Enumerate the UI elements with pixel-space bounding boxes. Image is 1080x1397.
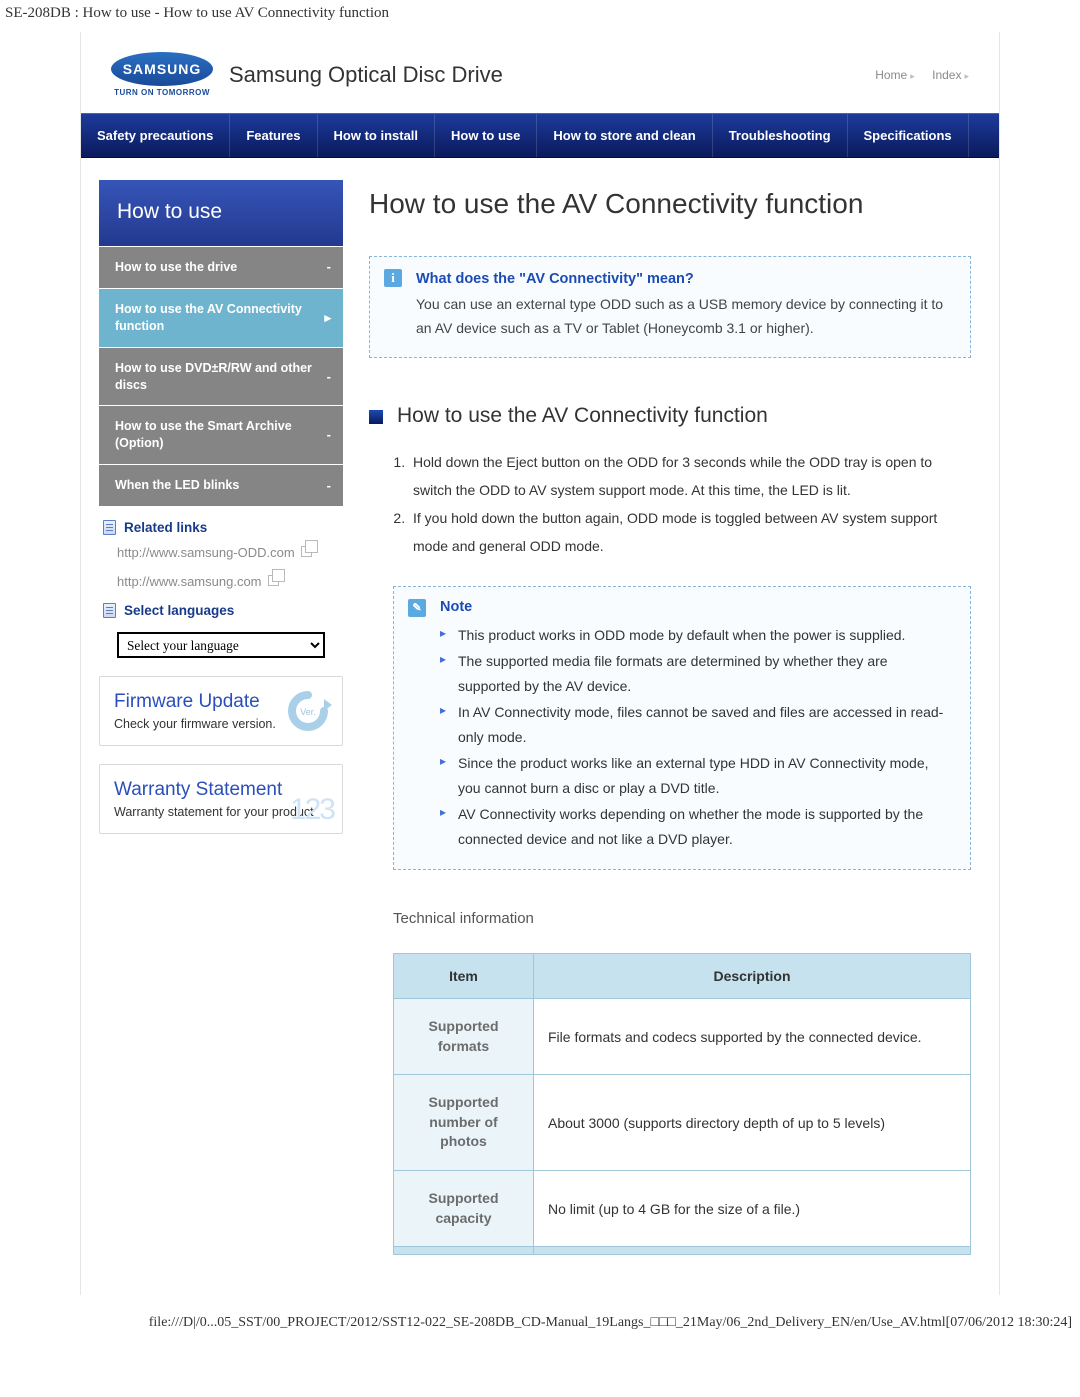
tech-info-heading: Technical information [393,910,971,927]
chevron-right-icon: ▸ [910,71,915,81]
home-link-label: Home [875,68,907,82]
collapse-icon: - [327,368,331,386]
related-link-text: http://www.samsung.com [117,574,262,589]
section-title: How to use the AV Connectivity function [397,404,768,428]
main-nav: Safety precautions Features How to insta… [81,113,999,158]
sidebar-item-label: How to use the Smart Archive (Option) [115,419,292,450]
sidebar-item-dvd[interactable]: How to use DVD±R/RW and other discs- [99,347,343,406]
info-icon: i [384,269,402,287]
info-callout: i What does the "AV Connectivity" mean? … [369,256,971,358]
note-item: In AV Connectivity mode, files cannot be… [440,700,952,749]
main-content: How to use the AV Connectivity function … [369,180,971,1255]
page-title: How to use the AV Connectivity function [369,188,971,220]
table-row: Supported capacity No limit (up to 4 GB … [394,1171,971,1247]
callout-title: What does the "AV Connectivity" mean? [416,271,952,287]
nav-specs[interactable]: Specifications [848,114,969,157]
sidebar-item-smart-archive[interactable]: How to use the Smart Archive (Option) - [99,405,343,464]
table-row: Supported formats File formats and codec… [394,999,971,1075]
sidebar-item-label: How to use the drive [115,260,237,274]
home-link[interactable]: Home▸ [875,68,915,82]
table-cell-item: Supported number of photos [394,1075,534,1171]
note-item: The supported media file formats are det… [440,649,952,698]
callout-body: You can use an external type ODD such as… [416,293,952,341]
flag-icon [369,410,383,424]
tech-info-table: Item Description Supported formats File … [393,953,971,1255]
header: SAMSUNG TURN ON TOMORROW Samsung Optical… [81,32,999,113]
product-title: Samsung Optical Disc Drive [229,62,503,88]
table-cell-desc: About 3000 (supports directory depth of … [534,1075,971,1171]
select-languages-label: Select languages [124,603,234,618]
step-item: If you hold down the button again, ODD m… [409,504,971,560]
sidebar-item-drive[interactable]: How to use the drive - [99,246,343,288]
note-item: Since the product works like an external… [440,751,952,800]
sidebar-item-av[interactable]: How to use the AV Connectivity function ▸ [99,288,343,347]
logo-brand: SAMSUNG [123,61,202,77]
svg-text:Ver.: Ver. [300,707,316,717]
nav-features[interactable]: Features [230,114,317,157]
page-path-top: SE-208DB : How to use - How to use AV Co… [0,0,1080,32]
collapse-icon: - [327,477,331,495]
chevron-right-icon: ▸ [324,309,331,327]
collapse-icon: - [327,259,331,277]
nav-install[interactable]: How to install [318,114,436,157]
samsung-logo: SAMSUNG TURN ON TOMORROW [111,52,213,97]
page-container: SAMSUNG TURN ON TOMORROW Samsung Optical… [80,32,1000,1295]
table-cell-item: Supported capacity [394,1171,534,1247]
table-header-item: Item [394,954,534,999]
nav-troubleshoot[interactable]: Troubleshooting [713,114,848,157]
step-item: Hold down the Eject button on the ODD fo… [409,448,971,504]
nav-store[interactable]: How to store and clean [537,114,712,157]
table-cell-item: Supported formats [394,999,534,1075]
select-languages-heading: Select languages [103,603,343,618]
firmware-update-box[interactable]: Firmware Update Check your firmware vers… [99,676,343,746]
index-link[interactable]: Index▸ [932,68,969,82]
document-icon [103,520,116,535]
sidebar-item-label: When the LED blinks [115,478,239,492]
warranty-statement-box[interactable]: Warranty Statement Warranty statement fo… [99,764,343,834]
document-icon [103,603,116,618]
language-select[interactable]: Select your language [117,632,325,658]
nav-use[interactable]: How to use [435,114,537,157]
table-header-desc: Description [534,954,971,999]
related-links-heading: Related links [103,520,343,535]
table-cell-desc: No limit (up to 4 GB for the size of a f… [534,1171,971,1247]
note-item: AV Connectivity works depending on wheth… [440,802,952,851]
collapse-icon: - [327,426,331,444]
nav-safety[interactable]: Safety precautions [81,114,230,157]
related-link-1[interactable]: http://www.samsung-ODD.com [117,545,343,560]
table-row: Supported number of photos About 3000 (s… [394,1075,971,1171]
related-link-text: http://www.samsung-ODD.com [117,545,295,560]
chevron-right-icon: ▸ [964,71,969,81]
section-header: How to use the AV Connectivity function [369,404,971,428]
footer-file-path: file:///D|/0...05_SST/00_PROJECT/2012/SS… [0,1295,1080,1337]
note-callout: ✎ Note This product works in ODD mode by… [393,586,971,871]
related-links-label: Related links [124,520,207,535]
logo-tagline: TURN ON TOMORROW [111,88,213,97]
note-icon: ✎ [408,599,426,617]
numbers-icon: 123 [290,793,334,827]
sidebar-item-label: How to use DVD±R/RW and other discs [115,361,312,392]
top-links: Home▸ Index▸ [861,68,969,82]
refresh-icon: Ver. [284,687,332,735]
steps-list: Hold down the Eject button on the ODD fo… [409,448,971,560]
sidebar-menu: How to use the drive - How to use the AV … [99,246,343,506]
external-link-icon [268,575,279,586]
external-link-icon [301,546,312,557]
table-row-stub [394,1247,971,1255]
sidebar-item-label: How to use the AV Connectivity function [115,302,302,333]
sidebar-item-led[interactable]: When the LED blinks - [99,464,343,506]
note-item: This product works in ODD mode by defaul… [440,623,952,648]
related-link-2[interactable]: http://www.samsung.com [117,574,343,589]
index-link-label: Index [932,68,961,82]
sidebar: How to use How to use the drive - How to … [99,180,343,1255]
sidebar-heading: How to use [99,180,343,246]
note-title: Note [440,599,952,615]
table-header-row: Item Description [394,954,971,999]
note-list: This product works in ODD mode by defaul… [440,623,952,852]
table-cell-desc: File formats and codecs supported by the… [534,999,971,1075]
